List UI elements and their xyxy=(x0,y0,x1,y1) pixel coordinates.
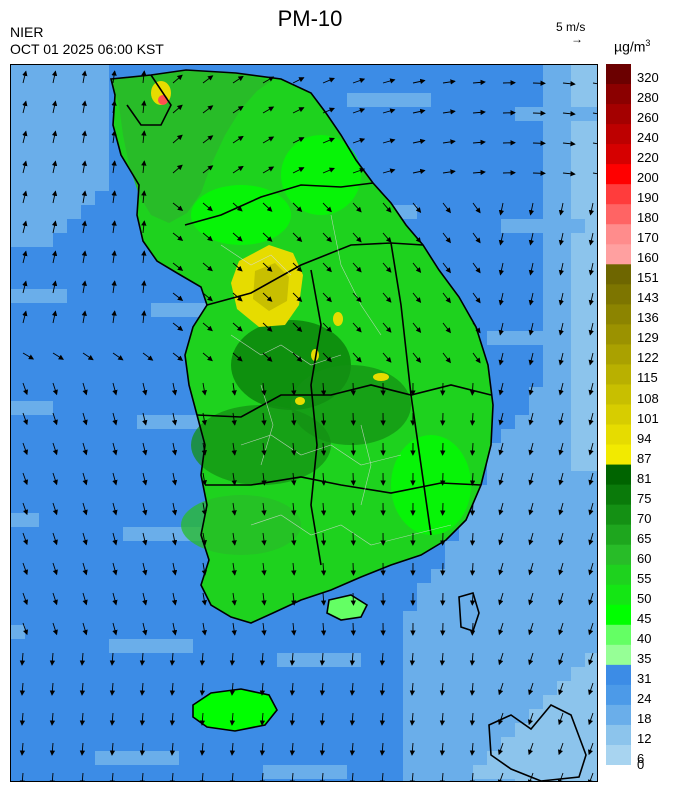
legend-tick-label: 151 xyxy=(637,270,659,286)
agency-label: NIER xyxy=(10,24,44,40)
legend-tick-label: 136 xyxy=(637,310,659,326)
legend-tick-label: 75 xyxy=(637,490,652,506)
legend-tick-label: 50 xyxy=(637,590,652,606)
legend-swatch xyxy=(606,544,631,566)
legend-tick-label: 18 xyxy=(637,710,652,726)
legend-swatch xyxy=(606,464,631,486)
legend-tick-label: 94 xyxy=(637,430,652,446)
legend-tick-label: 31 xyxy=(637,670,652,686)
legend-swatch xyxy=(606,584,631,606)
wind-reference-label: 5 m/s xyxy=(556,20,586,34)
wind-vector-field xyxy=(19,70,597,781)
legend-color-bar xyxy=(606,64,631,765)
legend-tick-label: 170 xyxy=(637,230,659,246)
legend-swatch xyxy=(606,444,631,466)
legend-swatch xyxy=(606,344,631,365)
timestamp-label: OCT 01 2025 06:00 KST xyxy=(10,41,164,57)
legend-tick-label: 40 xyxy=(637,630,652,646)
unit-label: µg/m3 xyxy=(614,38,650,55)
legend-tick-label: 220 xyxy=(637,150,659,166)
pm10-map xyxy=(10,64,598,782)
legend-swatch xyxy=(606,284,631,305)
legend-swatch xyxy=(606,504,631,526)
legend-swatch xyxy=(606,384,631,405)
legend-swatch xyxy=(606,424,631,446)
legend-tick-label: 180 xyxy=(637,210,659,226)
legend-tick-label: 55 xyxy=(637,570,652,586)
legend-swatch xyxy=(606,684,631,706)
legend-tick-label: 240 xyxy=(637,130,659,146)
pm10-hotspot xyxy=(231,245,303,327)
legend-swatch xyxy=(606,84,631,105)
district-boundaries xyxy=(220,214,452,546)
legend-swatch xyxy=(606,704,631,726)
legend-tick-label: 200 xyxy=(637,170,659,186)
legend-swatch xyxy=(606,624,631,646)
legend-swatch xyxy=(606,104,631,125)
legend-tick-label: 6 xyxy=(637,751,645,766)
legend-tick-label: 60 xyxy=(637,550,652,566)
legend-swatch xyxy=(606,564,631,586)
legend-tick-label: 35 xyxy=(637,650,652,666)
legend-tick-label: 280 xyxy=(637,90,659,105)
legend-swatch xyxy=(606,224,631,245)
legend-swatch xyxy=(606,524,631,546)
legend-swatch xyxy=(606,124,631,145)
color-scale-legend xyxy=(606,64,631,765)
legend-tick-label: 160 xyxy=(637,250,659,266)
legend-swatch xyxy=(606,364,631,385)
legend-tick-label: 101 xyxy=(637,410,659,426)
legend-tick-label: 143 xyxy=(637,290,659,306)
legend-tick-label: 320 xyxy=(637,70,659,85)
southern-island xyxy=(327,595,367,620)
unit-exponent: 3 xyxy=(645,38,651,48)
legend-tick-label: 115 xyxy=(637,370,658,386)
legend-swatch xyxy=(606,64,631,85)
legend-tick-label: 108 xyxy=(637,390,659,406)
unit-base: µg/m xyxy=(614,38,646,55)
legend-tick-label: 81 xyxy=(637,470,652,486)
legend-swatch xyxy=(606,604,631,626)
wind-reference-arrow-icon: → xyxy=(571,32,583,46)
map-canvas xyxy=(11,65,597,781)
legend-swatch xyxy=(606,164,631,185)
legend-swatch xyxy=(606,724,631,746)
legend-tick-label: 0 xyxy=(637,757,645,772)
legend-swatch xyxy=(606,644,631,666)
chart-title: PM-10 xyxy=(277,6,343,31)
legend-tick-label: 12 xyxy=(637,730,652,746)
legend-tick-label: 190 xyxy=(637,190,659,206)
legend-swatch xyxy=(606,404,631,426)
legend-swatch xyxy=(606,484,631,506)
legend-swatch xyxy=(606,244,631,265)
legend-tick-label: 70 xyxy=(637,510,652,526)
legend-tick-label: 260 xyxy=(637,110,659,126)
legend-swatch xyxy=(606,744,631,765)
legend-tick-label: 65 xyxy=(637,530,652,546)
legend-tick-label: 129 xyxy=(637,330,659,346)
northern-coast xyxy=(111,70,271,223)
legend-swatch xyxy=(606,264,631,285)
legend-swatch xyxy=(606,204,631,225)
legend-swatch xyxy=(606,144,631,165)
legend-tick-label: 45 xyxy=(637,610,652,626)
legend-tick-label: 122 xyxy=(637,350,659,366)
jeju-island xyxy=(193,689,277,731)
legend-tick-label: 24 xyxy=(637,690,652,706)
legend-swatch xyxy=(606,324,631,345)
legend-swatch xyxy=(606,664,631,686)
legend-swatch xyxy=(606,304,631,325)
legend-swatch xyxy=(606,184,631,205)
legend-tick-label: 87 xyxy=(637,450,652,466)
